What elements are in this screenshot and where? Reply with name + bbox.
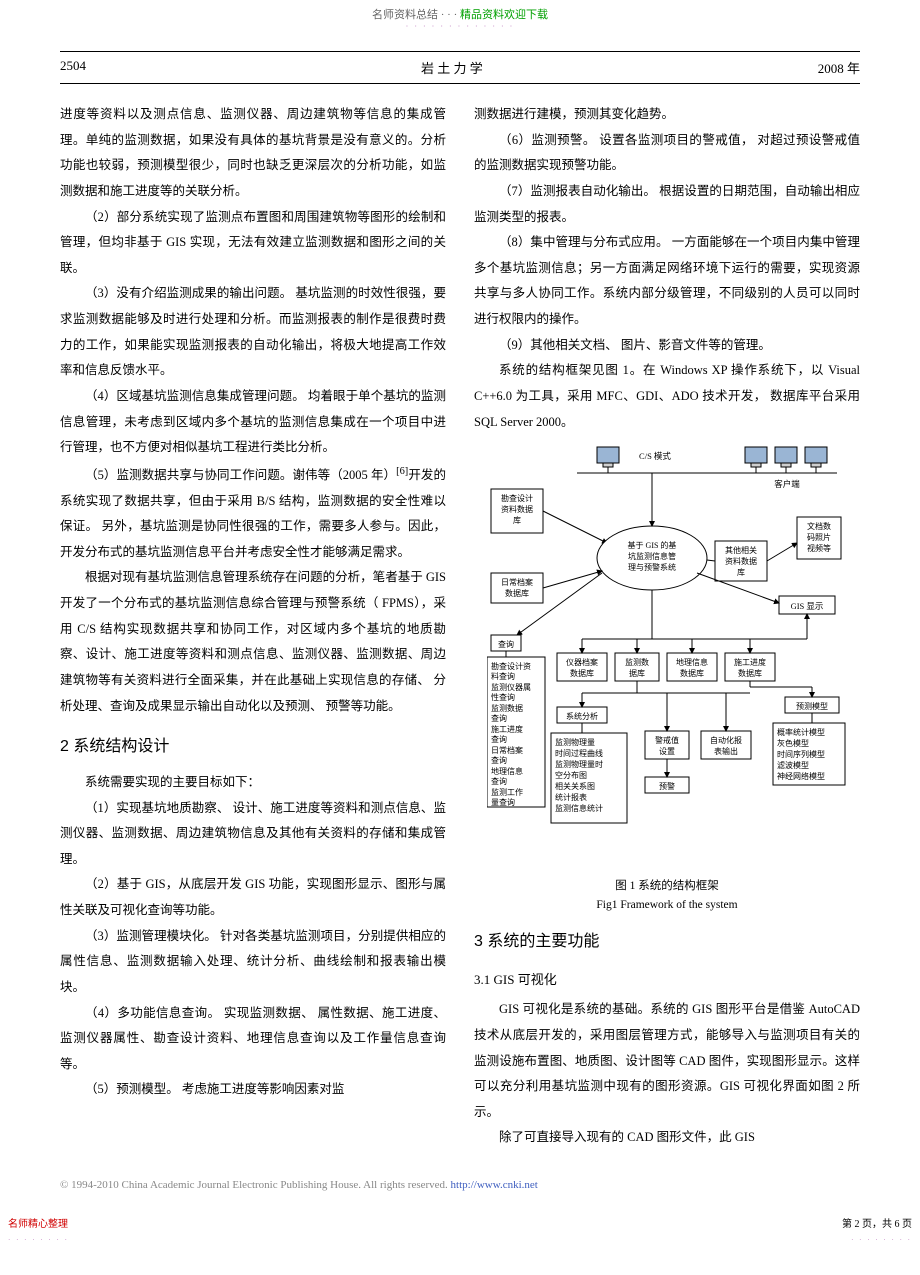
svg-text:预警: 预警: [659, 781, 675, 791]
para: 系统需要实现的主要目标如下：: [60, 770, 446, 796]
svg-text:系统分析: 系统分析: [566, 711, 598, 721]
left-column: 进度等资料以及测点信息、监测仪器、周边建筑物等信息的集成管理。单纯的监测数据，如…: [60, 102, 446, 1151]
para: 进度等资料以及测点信息、监测仪器、周边建筑物等信息的集成管理。单纯的监测数据，如…: [60, 102, 446, 205]
section-heading-2: 2 系统结构设计: [60, 731, 446, 764]
monitor-icon: [745, 447, 827, 467]
footer-link[interactable]: http://www.cnki.net: [451, 1179, 538, 1191]
para: （2）基于 GIS，从底层开发 GIS 功能，实现图形显示、图形与属性关联及可视…: [60, 872, 446, 923]
para: 测数据进行建模，预测其变化趋势。: [474, 102, 860, 128]
gis-label: GIS 显示: [791, 601, 824, 611]
query-label: 查询: [498, 639, 514, 649]
header-journal-title: 岩 土 力 学: [421, 58, 483, 77]
section-heading-3: 3 系统的主要功能: [474, 926, 860, 959]
figure-1-caption: 图 1 系统的结构框架 Fig1 Framework of the system: [474, 877, 860, 914]
banner-dots: · · · · · · · · · · · · ·: [0, 22, 920, 31]
para: 除了可直接导入现有的 CAD 图形文件，此 GIS: [474, 1125, 860, 1151]
svg-text:概率统计模型灰色模型时间序列模型滤波模型神经网络模型: 概率统计模型灰色模型时间序列模型滤波模型神经网络模型: [777, 727, 825, 781]
para: （9）其他相关文档、 图片、影音文件等的管理。: [474, 333, 860, 359]
top-banner: 名师资料总结 · · · 精品资料欢迎下载: [0, 0, 920, 24]
bottom-page-footer: 名师精心整理 第 2 页，共 6 页: [0, 1195, 920, 1236]
para: （8）集中管理与分布式应用。 一方面能够在一个项目内集中管理多个基坑监测信息；另…: [474, 230, 860, 333]
footer-dots: · · · · · · · · · · · · · · · ·: [0, 1236, 920, 1244]
right-column: 测数据进行建模，预测其变化趋势。 （6）监测预警。 设置各监测项目的警戒值， 对…: [474, 102, 860, 1151]
cs-mode-label: C/S 模式: [639, 451, 671, 461]
two-column-body: 进度等资料以及测点信息、监测仪器、周边建筑物等信息的集成管理。单纯的监测数据，如…: [60, 102, 860, 1151]
footer-left: 名师精心整理: [8, 1215, 68, 1230]
header-page-number: 2504: [60, 58, 86, 77]
para: （2）部分系统实现了监测点布置图和周围建筑物等图形的绘制和管理，但均非基于 GI…: [60, 205, 446, 282]
client-label: 客户端: [774, 479, 800, 489]
citation-ref: [6]: [396, 466, 408, 477]
figure-1: C/S 模式 客户端 勘查设计资料数据库: [474, 443, 860, 873]
subsection-heading-3-1: 3.1 GIS 可视化: [474, 967, 860, 994]
para: （5）监测数据共享与协同工作问题。谢伟等（2005 年）[6]开发的系统实现了数…: [60, 461, 446, 566]
monitor-icon: [597, 447, 619, 467]
header-year: 2008 年: [818, 58, 860, 77]
doc-media-label: 文档数码照片视频等: [807, 521, 831, 553]
framework-diagram: C/S 模式 客户端 勘查设计资料数据库: [487, 443, 847, 873]
para: （4）区域基坑监测信息集成管理问题。 均着眼于单个基坑的监测信息管理，未考虑到区…: [60, 384, 446, 461]
para: GIS 可视化是系统的基础。系统的 GIS 图形平台是借鉴 AutoCAD 技术…: [474, 997, 860, 1125]
footer-text: © 1994-2010 China Academic Journal Elect…: [60, 1179, 451, 1191]
para: （5）预测模型。 考虑施工进度等影响因素对监: [60, 1077, 446, 1103]
para: 根据对现有基坑监测信息管理系统存在问题的分析，笔者基于 GIS 开发了一个分布式…: [60, 565, 446, 719]
running-header: 2504 岩 土 力 学 2008 年: [60, 51, 860, 84]
para: （3）没有介绍监测成果的输出问题。 基坑监测的时效性很强，要求监测数据能够及时进…: [60, 281, 446, 384]
svg-text:预测模型: 预测模型: [796, 701, 828, 711]
center-label: 基于 GIS 的基坑监测信息管理与预警系统: [628, 540, 677, 572]
page-content: 2504 岩 土 力 学 2008 年 进度等资料以及测点信息、监测仪器、周边建…: [0, 31, 920, 1171]
para: 系统的结构框架见图 1。在 Windows XP 操作系统下，以 Visual …: [474, 358, 860, 435]
para: （3）监测管理模块化。 针对各类基坑监测项目，分别提供相应的属性信息、监测数据输…: [60, 924, 446, 1001]
para: （7）监测报表自动化输出。 根据设置的日期范围，自动输出相应监测类型的报表。: [474, 179, 860, 230]
para: （1）实现基坑地质勘察、 设计、施工进度等资料和测点信息、监测仪器、监测数据、周…: [60, 796, 446, 873]
banner-text-1: 名师资料总结 · · ·: [372, 9, 460, 21]
para: （6）监测预警。 设置各监测项目的警戒值， 对超过预设警戒值的监测数据实现预警功…: [474, 128, 860, 179]
footer-right: 第 2 页，共 6 页: [842, 1215, 912, 1230]
para: （4）多功能信息查询。 实现监测数据、 属性数据、施工进度、监测仪器属性、勘查设…: [60, 1001, 446, 1078]
figcap-zh: 图 1 系统的结构框架: [615, 880, 719, 892]
figcap-en: Fig1 Framework of the system: [596, 899, 737, 911]
banner-text-2: 精品资料欢迎下载: [460, 9, 548, 21]
footer-citation: © 1994-2010 China Academic Journal Elect…: [0, 1171, 920, 1195]
